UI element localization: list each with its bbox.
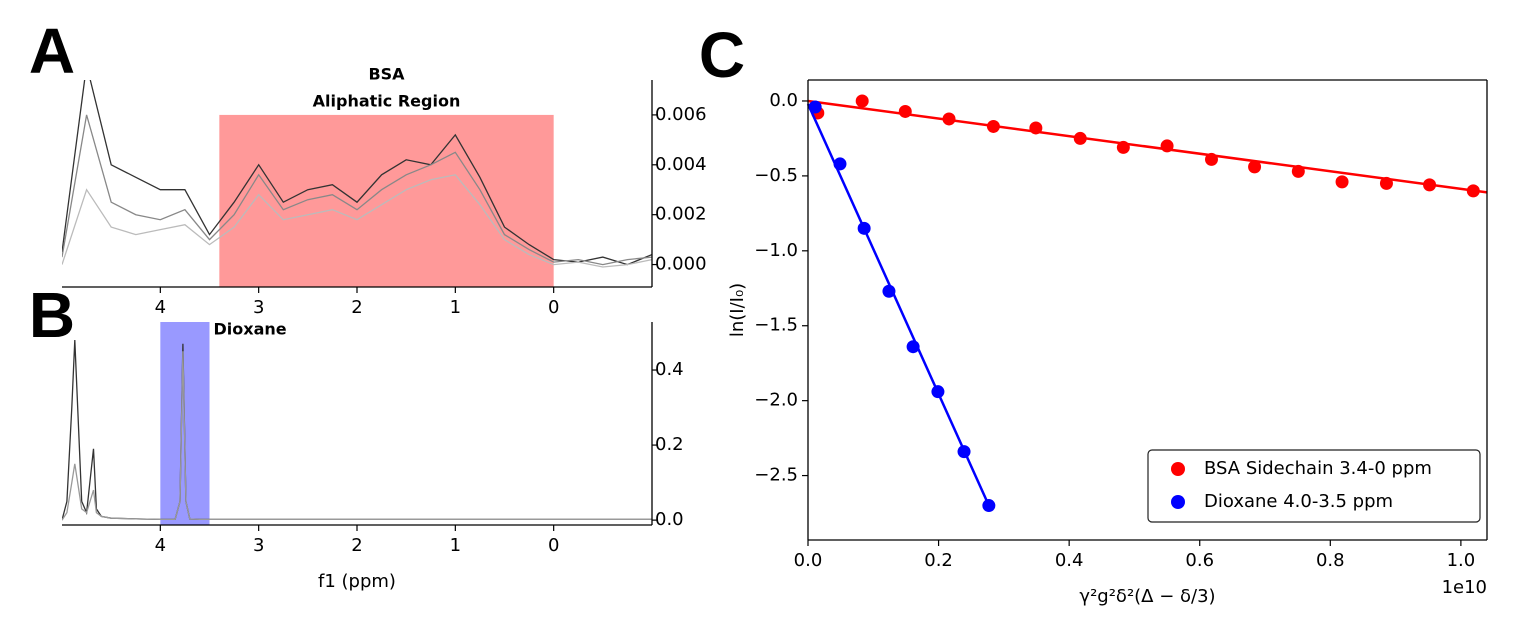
x-tick-label: 0	[548, 297, 559, 318]
legend-label: BSA Sidechain 3.4-0 ppm	[1204, 458, 1432, 479]
region-label: Dioxane	[214, 320, 287, 339]
x-tick-label: 4	[155, 535, 166, 556]
x-tick-label: 3	[253, 297, 264, 318]
fit-line	[807, 99, 1488, 194]
x-tick-label: 1.0	[1447, 550, 1476, 571]
panel-label: A	[29, 15, 75, 87]
y-tick-label: 0.2	[655, 434, 684, 455]
data-point	[1073, 131, 1087, 145]
x-tick-label: 3	[253, 535, 264, 556]
legend-label: Dioxane 4.0-3.5 ppm	[1204, 491, 1393, 512]
y-tick-label: −0.5	[754, 165, 798, 186]
x-tick-label: 0.8	[1316, 550, 1345, 571]
data-point	[857, 221, 871, 235]
data-point	[982, 499, 996, 513]
data-point	[931, 385, 945, 399]
data-point	[1466, 184, 1480, 198]
x-tick-label: 0.4	[1055, 550, 1084, 571]
region-label: BSA	[368, 64, 405, 83]
data-point	[1423, 178, 1437, 192]
x-tick-label: 2	[351, 297, 362, 318]
data-point	[833, 157, 847, 171]
spectrum-line	[62, 339, 652, 521]
x-tick-label: 0.2	[924, 550, 953, 571]
data-point	[1291, 164, 1305, 178]
x-tick-label: 0	[548, 535, 559, 556]
panel-label: C	[699, 19, 745, 91]
spectrum-line	[62, 174, 652, 268]
y-axis-label: ln(I/I₀)	[727, 283, 748, 337]
data-point	[957, 445, 971, 459]
data-point	[1379, 176, 1393, 190]
data-point	[855, 94, 869, 108]
data-point	[898, 104, 912, 118]
legend-marker	[1171, 462, 1185, 476]
y-tick-label: 0.000	[655, 254, 707, 275]
x-tick-label: 4	[155, 297, 166, 318]
data-point	[942, 112, 956, 126]
region-label: Aliphatic Region	[313, 91, 461, 110]
data-point	[1116, 140, 1130, 154]
data-point	[1204, 152, 1218, 166]
spectrum-line	[62, 80, 652, 266]
y-tick-label: 0.006	[655, 104, 707, 125]
fit-line	[806, 103, 990, 507]
data-point	[906, 340, 920, 354]
data-point	[882, 284, 896, 298]
y-tick-label: 0.002	[655, 204, 707, 225]
data-point	[808, 100, 822, 114]
y-tick-label: −1.5	[754, 315, 798, 336]
y-tick-label: 0.004	[655, 154, 707, 175]
data-point	[986, 119, 1000, 133]
y-tick-label: −1.0	[754, 240, 798, 261]
data-point	[1029, 121, 1043, 135]
x-axis-label: f1 (ppm)	[318, 571, 396, 592]
x-tick-label: 1	[450, 535, 461, 556]
data-point	[1160, 139, 1174, 153]
y-tick-label: 0.0	[769, 90, 798, 111]
x-tick-label: 0.0	[794, 550, 823, 571]
legend-marker	[1171, 495, 1185, 509]
x-offset-label: 1e10	[1442, 577, 1487, 598]
x-tick-label: 1	[450, 297, 461, 318]
x-tick-label: 0.6	[1185, 550, 1214, 571]
y-tick-label: −2.0	[754, 390, 798, 411]
panel-label: B	[29, 279, 75, 351]
data-point	[1335, 175, 1349, 189]
x-tick-label: 2	[351, 535, 362, 556]
legend-box	[1147, 449, 1481, 523]
y-tick-label: 0.0	[655, 509, 684, 530]
data-point	[1248, 160, 1262, 174]
y-tick-label: 0.4	[655, 359, 684, 380]
spectrum-line	[62, 114, 652, 266]
x-axis-label: γ²g²δ²(Δ − δ/3)	[1079, 586, 1215, 607]
spectrum-line	[62, 351, 652, 521]
y-tick-label: −2.5	[754, 465, 798, 486]
